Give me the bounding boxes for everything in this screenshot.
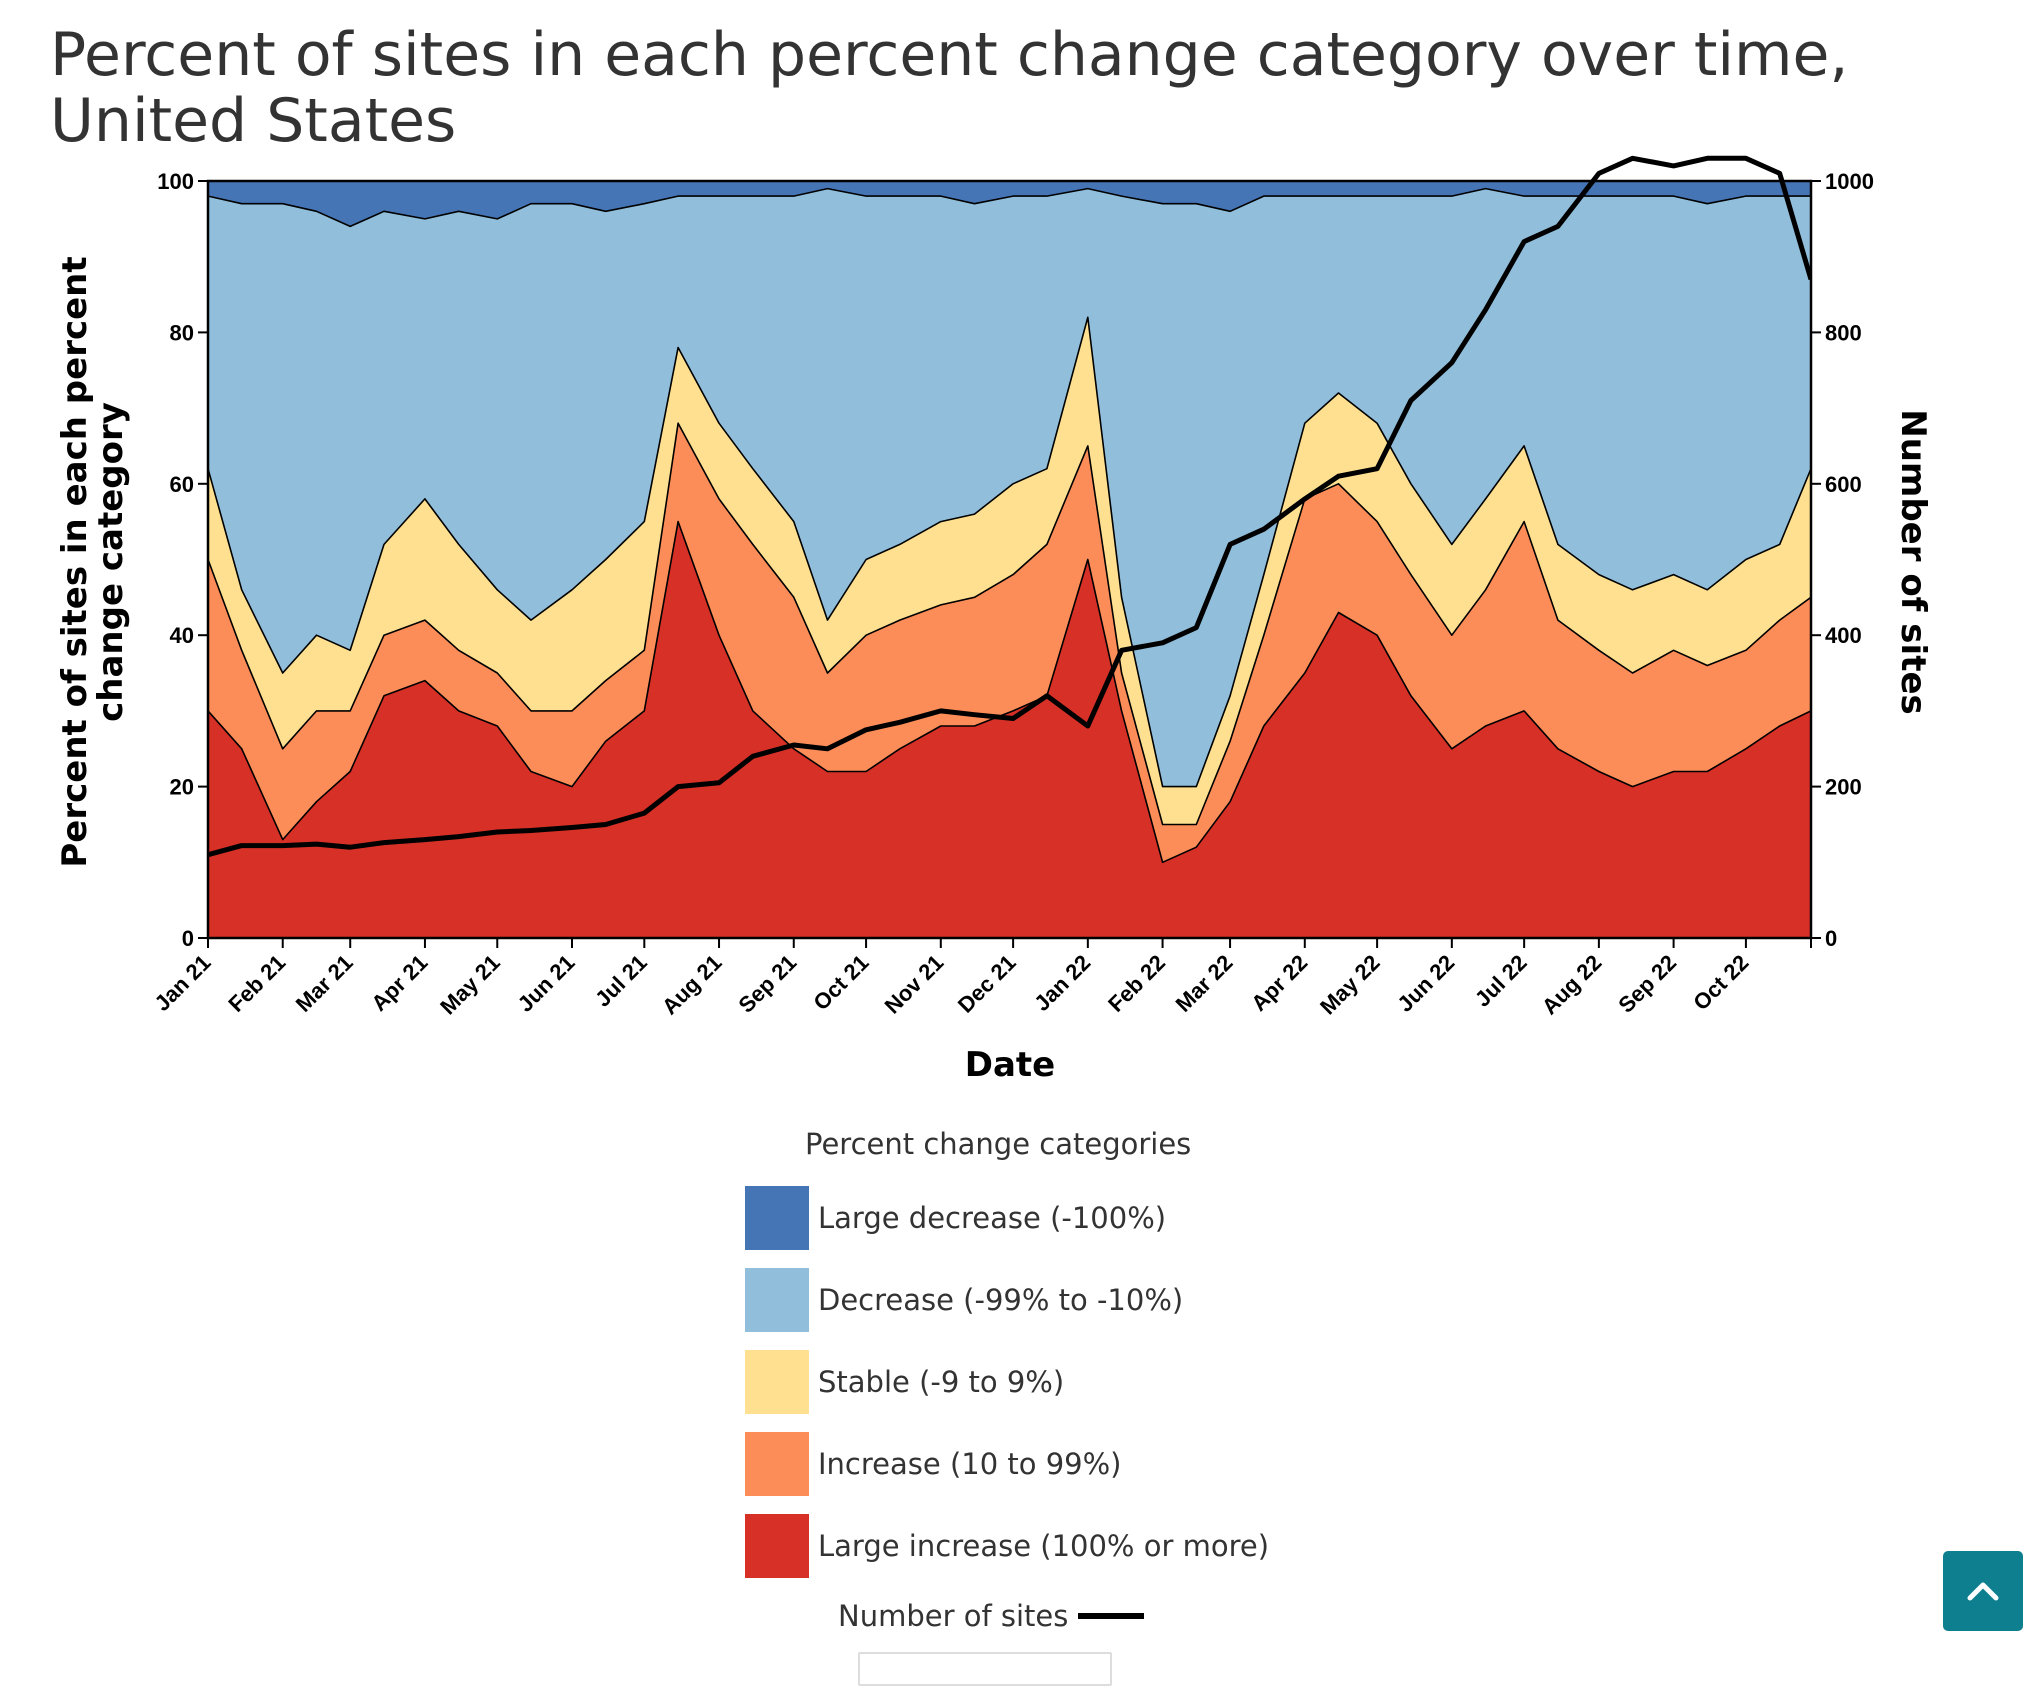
left-tick-label: 80 <box>170 320 194 345</box>
x-tick-label: Jun 21 <box>513 950 580 1017</box>
legend-line-sample <box>1078 1613 1145 1619</box>
number-of-sites-line <box>208 155 1811 858</box>
x-tick-label: Sep 21 <box>733 950 801 1018</box>
x-tick-label: Apr 21 <box>366 950 432 1016</box>
legend-swatch <box>745 1432 809 1496</box>
x-tick-label: May 21 <box>435 950 505 1020</box>
left-tick-label: 40 <box>170 623 194 648</box>
x-tick-label: Aug 21 <box>657 950 727 1020</box>
right-tick-label: 0 <box>1825 926 1837 951</box>
x-tick-label: Jul 21 <box>590 950 652 1012</box>
x-tick-label: Oct 22 <box>1688 950 1753 1015</box>
legend-swatch <box>745 1350 809 1414</box>
left-tick-label: 20 <box>170 775 194 800</box>
right-axis-title: Number of sites <box>1893 409 1933 715</box>
x-tick-label: Mar 22 <box>1171 950 1238 1017</box>
stacked-areas <box>208 180 1811 938</box>
x-tick-label: Sep 22 <box>1613 950 1681 1018</box>
area-large-increase <box>208 520 1811 938</box>
legend-item-increase: Increase (10 to 99%) <box>745 1432 1305 1496</box>
chevron-up-icon <box>1967 1582 1999 1601</box>
left-tick-label: 100 <box>157 169 194 194</box>
x-tick-label: Nov 21 <box>880 950 949 1019</box>
legend-line-label: Number of sites <box>838 1599 1069 1633</box>
legend-item-stable: Stable (-9 to 9%) <box>745 1350 1305 1414</box>
left-axis-title: Percent of sites in each percentchange c… <box>55 256 131 867</box>
right-tick-label: 800 <box>1825 320 1862 345</box>
right-tick-label: 400 <box>1825 623 1862 648</box>
x-tick-label: Aug 22 <box>1537 950 1607 1020</box>
left-axis: 0 20 40 60 80 100 <box>157 169 208 951</box>
x-tick-label: Feb 21 <box>223 950 290 1017</box>
legend-title: Percent change categories <box>805 1127 1192 1161</box>
x-tick-label: Dec 21 <box>953 950 1021 1018</box>
legend-swatch <box>745 1186 809 1250</box>
x-tick-label: Jan 22 <box>1029 950 1095 1016</box>
legend-label: Increase (10 to 99%) <box>818 1447 1122 1481</box>
legend-label: Decrease (-99% to -10%) <box>818 1283 1184 1317</box>
legend-item-decrease: Decrease (-99% to -10%) <box>745 1268 1305 1332</box>
legend-item-number-of-sites: Number of sites <box>838 1596 1305 1636</box>
legend-label: Large decrease (-100%) <box>818 1201 1167 1235</box>
x-tick-label: Jun 22 <box>1392 950 1459 1017</box>
x-tick-label: Jul 22 <box>1470 950 1532 1012</box>
x-tick-label: Apr 22 <box>1246 950 1312 1016</box>
right-axis: 0 200 400 600 800 1000 <box>1811 169 1874 951</box>
right-tick-label: 200 <box>1825 775 1862 800</box>
right-tick-label: 600 <box>1825 472 1862 497</box>
x-tick-label: Mar 21 <box>291 950 358 1017</box>
legend-label: Large increase (100% or more) <box>818 1529 1270 1563</box>
legend-item-large-increase: Large increase (100% or more) <box>745 1514 1305 1578</box>
right-tick-label: 1000 <box>1825 169 1874 194</box>
plot-frame <box>206 179 1813 940</box>
x-axis-title: Date <box>965 1045 1055 1085</box>
x-tick-label: Jan 21 <box>149 950 215 1016</box>
x-axis: Jan 21 Feb 21 Mar 21 Apr 21 May 21 Jun 21 Jul … <box>149 938 1812 1020</box>
left-tick-label: 0 <box>182 926 194 951</box>
legend: Percent change categories Large decrease… <box>745 1124 1305 1636</box>
left-tick-label: 60 <box>170 472 194 497</box>
back-to-top-button[interactable] <box>1943 1551 2023 1631</box>
legend-item-large-decrease: Large decrease (-100%) <box>745 1186 1305 1250</box>
chart-title: Percent of sites in each percent change … <box>50 20 1849 156</box>
legend-swatch <box>745 1514 809 1578</box>
x-tick-label: Feb 22 <box>1103 950 1170 1017</box>
legend-control-box[interactable] <box>858 1652 1112 1686</box>
x-tick-label: May 22 <box>1315 950 1385 1020</box>
sites-line-group <box>208 155 1811 858</box>
legend-label: Stable (-9 to 9%) <box>818 1365 1065 1399</box>
legend-swatch <box>745 1268 809 1332</box>
x-tick-label: Oct 21 <box>808 950 873 1015</box>
